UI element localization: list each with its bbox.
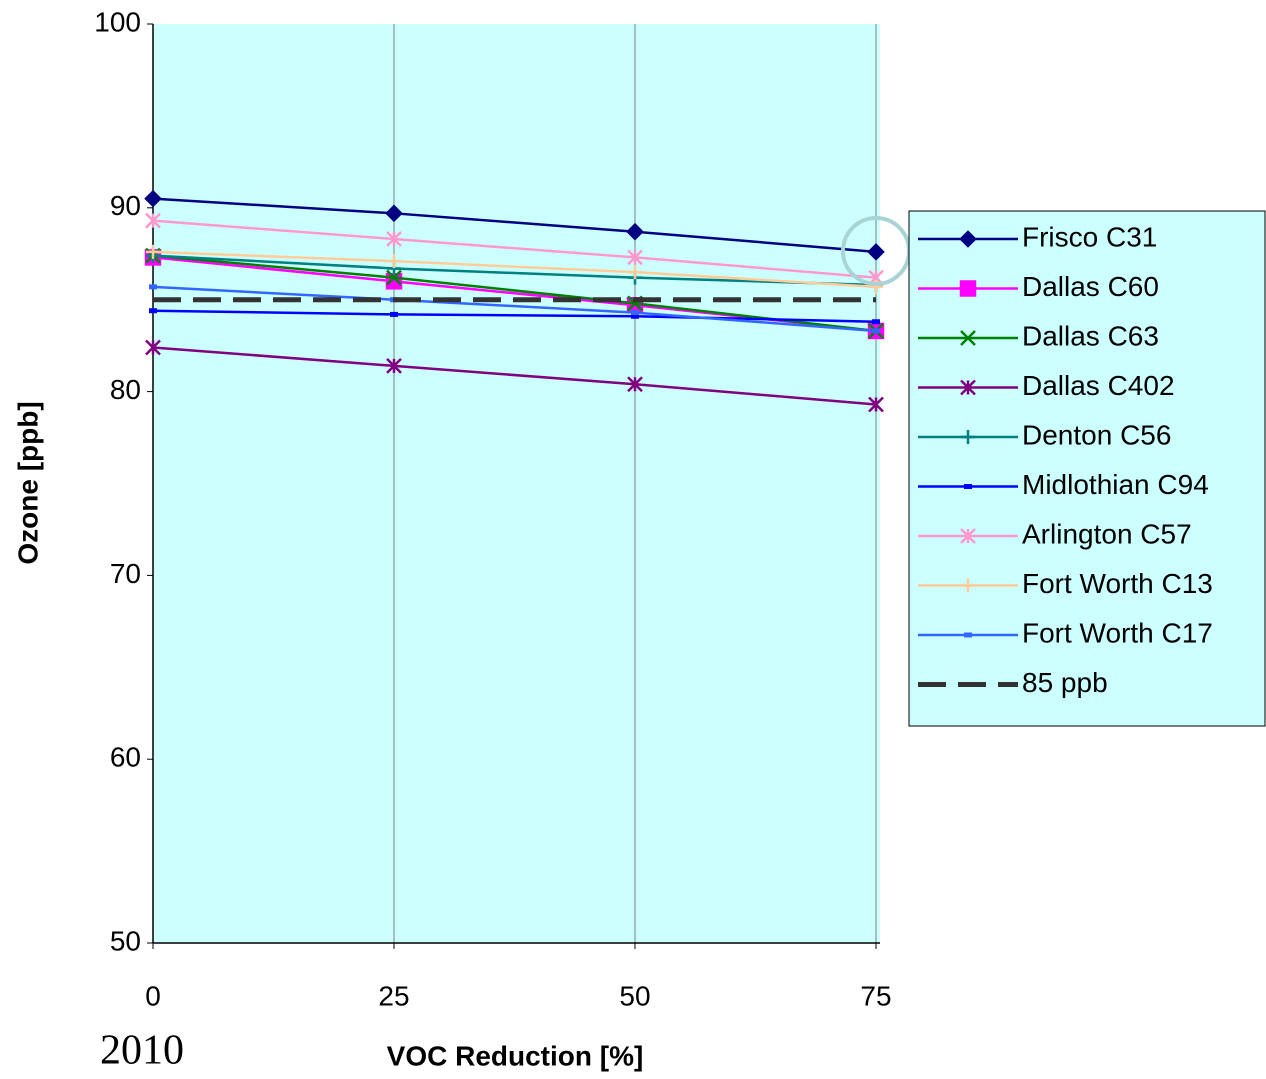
marker — [627, 376, 643, 393]
marker — [964, 484, 972, 489]
legend-label: Dallas C402 — [1022, 370, 1175, 401]
marker — [386, 269, 402, 286]
series-line — [152, 309, 877, 324]
series-line — [152, 346, 877, 406]
marker — [387, 254, 401, 269]
marker — [960, 379, 976, 396]
legend-label: Fort Worth C17 — [1022, 617, 1213, 648]
marker — [631, 313, 639, 319]
marker — [631, 310, 639, 316]
marker — [146, 244, 160, 259]
marker — [385, 204, 403, 223]
series-line — [152, 254, 877, 333]
x-tick-label: 0 — [145, 980, 161, 1011]
x-axis-title: VOC Reduction [%] — [387, 1040, 644, 1071]
legend-label: Dallas C63 — [1022, 320, 1159, 351]
marker — [959, 230, 977, 248]
marker — [149, 284, 157, 290]
marker — [144, 189, 162, 208]
series-line — [152, 197, 877, 254]
marker — [386, 231, 402, 247]
marker — [960, 330, 976, 346]
plot-area: 0 25 50 75 50 60 70 80 90 100 — [94, 6, 891, 1011]
marker — [961, 430, 975, 444]
series-line — [152, 254, 877, 287]
series-line — [152, 219, 877, 279]
y-tick-label: 90 — [110, 190, 141, 221]
y-tick-label: 50 — [110, 925, 141, 956]
marker — [867, 243, 885, 261]
legend: Frisco C31 Dallas C60 Dallas C63 Dallas C40… — [908, 210, 1266, 727]
y-tick-label: 100 — [94, 6, 141, 37]
marker — [386, 357, 402, 374]
marker — [868, 396, 884, 413]
marker — [628, 265, 642, 280]
marker — [390, 311, 398, 317]
marker — [145, 339, 161, 356]
marker — [627, 249, 643, 266]
marker — [872, 328, 880, 334]
x-tick-label: 50 — [619, 980, 650, 1011]
marker — [960, 528, 976, 544]
plot-background — [153, 24, 880, 943]
legend-label: 85 ppb — [1022, 667, 1108, 698]
annotation: 2010 — [100, 1028, 184, 1074]
legend-label: Dallas C60 — [1022, 271, 1159, 302]
marker — [961, 578, 975, 593]
marker — [959, 280, 977, 297]
x-tick-label: 75 — [860, 980, 891, 1011]
marker — [964, 632, 972, 638]
y-tick-label: 80 — [110, 374, 141, 405]
legend-label: Fort Worth C13 — [1022, 568, 1213, 599]
legend-label: Frisco C31 — [1022, 221, 1157, 252]
x-tick-label: 25 — [378, 980, 409, 1011]
y-tick-label: 70 — [110, 558, 141, 589]
marker — [872, 319, 880, 325]
marker — [149, 308, 157, 314]
legend-label: Denton C56 — [1022, 419, 1171, 450]
marker — [145, 212, 161, 229]
series-line — [152, 250, 877, 289]
marker — [626, 222, 644, 241]
series-line — [152, 285, 877, 333]
legend-label: Arlington C57 — [1022, 518, 1192, 549]
y-axis-title: Ozone [ppb] — [12, 401, 43, 564]
legend-box — [908, 210, 1266, 727]
y-tick-label: 60 — [110, 742, 141, 773]
legend-label: Midlothian C94 — [1022, 469, 1209, 500]
